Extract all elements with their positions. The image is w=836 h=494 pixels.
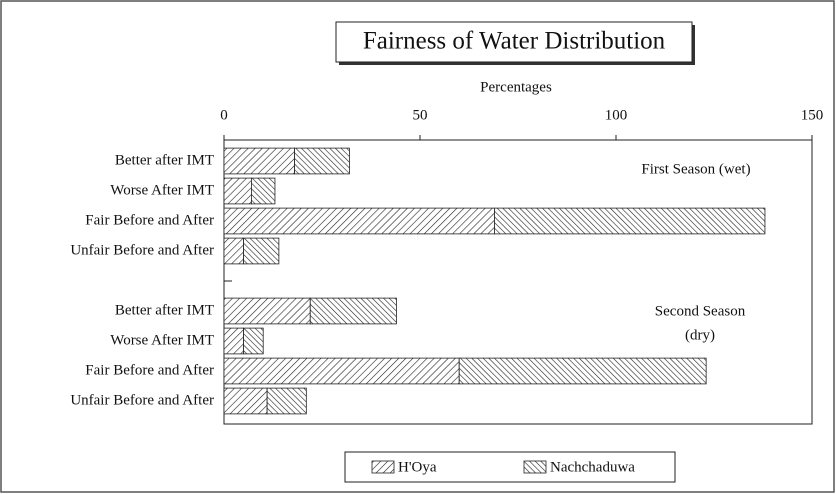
y-tick-label: Unfair Before and After bbox=[70, 242, 214, 258]
x-tick-label: 100 bbox=[605, 107, 628, 123]
bar bbox=[243, 237, 280, 265]
y-tick-label: Fair Before and After bbox=[85, 362, 214, 378]
bar bbox=[251, 177, 276, 205]
bar bbox=[266, 387, 307, 415]
bar bbox=[309, 297, 397, 325]
bar bbox=[223, 237, 245, 265]
y-tick-label: Worse After IMT bbox=[110, 182, 214, 198]
y-tick-label: Better after IMT bbox=[115, 152, 214, 168]
bar bbox=[458, 357, 707, 385]
bar bbox=[223, 177, 252, 205]
y-tick-label: Unfair Before and After bbox=[70, 392, 214, 408]
legend-swatch bbox=[371, 460, 395, 474]
bar bbox=[223, 327, 245, 355]
annotation: (dry) bbox=[685, 327, 715, 343]
y-tick-label: Better after IMT bbox=[115, 302, 214, 318]
y-tick-label: Worse After IMT bbox=[110, 332, 214, 348]
title-box bbox=[335, 21, 693, 63]
legend-swatch bbox=[523, 460, 547, 474]
annotation: First Season (wet) bbox=[641, 161, 750, 177]
bar bbox=[223, 387, 268, 415]
bar bbox=[494, 207, 766, 235]
x-tick-label: 150 bbox=[801, 107, 824, 123]
bar bbox=[243, 327, 264, 355]
legend-box bbox=[344, 451, 676, 483]
legend-label: Nachchaduwa bbox=[550, 459, 635, 475]
bar bbox=[223, 297, 311, 325]
bar bbox=[294, 147, 350, 175]
x-axis-label: Percentages bbox=[480, 79, 552, 95]
chart-title: Fairness of Water Distribution bbox=[363, 28, 666, 55]
bar bbox=[223, 207, 495, 235]
x-tick-label: 0 bbox=[220, 107, 228, 123]
bar bbox=[223, 357, 460, 385]
annotation: Second Season bbox=[655, 303, 746, 319]
bar bbox=[223, 147, 295, 175]
legend-label: H'Oya bbox=[398, 459, 437, 475]
y-tick-label: Fair Before and After bbox=[85, 212, 214, 228]
x-tick-label: 50 bbox=[413, 107, 428, 123]
plot-frame bbox=[223, 139, 813, 425]
